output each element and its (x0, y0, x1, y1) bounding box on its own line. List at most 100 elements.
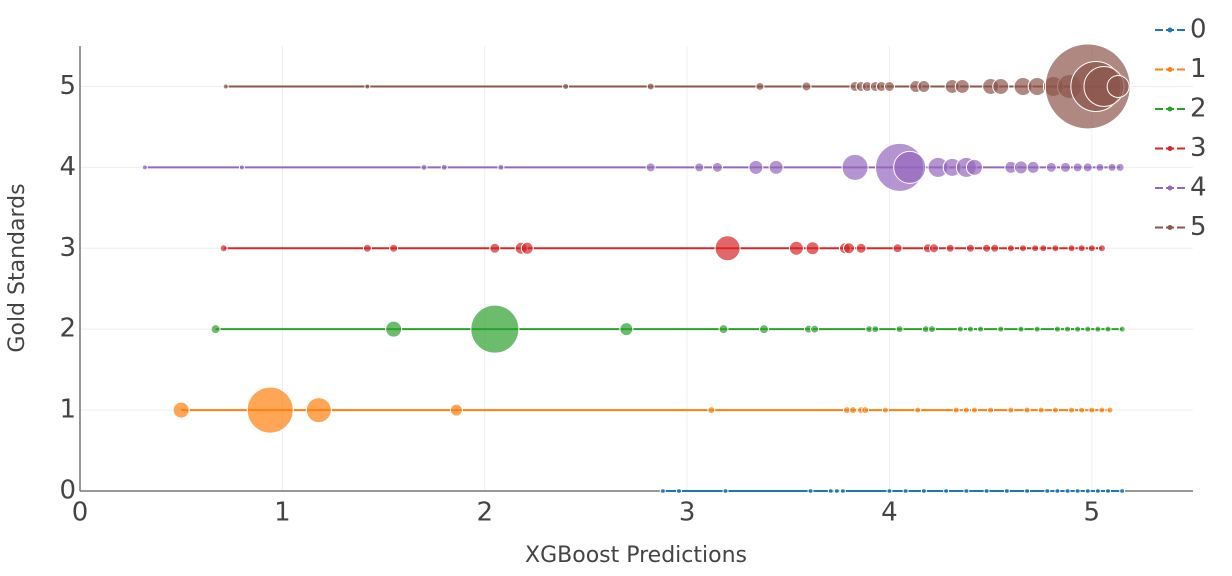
bubble (827, 488, 834, 494)
bubble (1039, 244, 1048, 253)
bubble (1051, 244, 1060, 253)
bubble (990, 243, 1000, 253)
bubble (489, 242, 501, 254)
bubble (928, 243, 939, 254)
bubble (1037, 406, 1045, 414)
bubble (963, 488, 970, 494)
bubble (1118, 325, 1126, 333)
series (172, 386, 1114, 434)
bubble (833, 488, 840, 494)
bubble (861, 406, 870, 415)
bubble (1077, 244, 1086, 253)
bubble (1106, 406, 1114, 414)
bubble (920, 488, 927, 494)
bubble (810, 324, 820, 334)
legend-marker (1167, 146, 1173, 151)
bubble (917, 79, 931, 93)
legend-label: 3 (1190, 133, 1207, 163)
bubble (755, 81, 765, 91)
bubble (1054, 488, 1061, 494)
bubble (1067, 244, 1076, 253)
bubble (807, 488, 814, 494)
legend-marker (1167, 106, 1173, 112)
bubble (141, 164, 148, 171)
bubble (210, 324, 221, 335)
bubble (1078, 406, 1086, 414)
x-tick-label: 2 (476, 498, 493, 528)
legend-marker (1167, 185, 1173, 191)
bubble (389, 243, 399, 253)
bubble (997, 325, 1005, 333)
bubble (1119, 488, 1126, 494)
bubble (883, 80, 895, 92)
bubble (893, 150, 927, 184)
bubble (992, 77, 1010, 95)
bubble (748, 159, 764, 175)
bubble (246, 386, 294, 434)
bubble (449, 403, 463, 417)
bubble (881, 406, 889, 414)
y-tick-label: 0 (59, 476, 76, 506)
bubble (1024, 488, 1031, 494)
bubble (219, 244, 228, 253)
bubble (1084, 488, 1091, 494)
bubble (1053, 325, 1061, 333)
series (659, 488, 1126, 494)
bubble (675, 488, 682, 494)
bubble (694, 162, 705, 173)
bubble (1006, 244, 1015, 253)
bubble (902, 488, 909, 494)
bubble (962, 406, 970, 414)
bubble (841, 153, 869, 181)
bubble (362, 243, 372, 253)
bubble (1045, 161, 1057, 173)
bubble (1031, 244, 1040, 253)
x-tick-label: 1 (274, 498, 291, 528)
bubble (895, 325, 904, 334)
bubble (1019, 244, 1028, 253)
bubble (801, 81, 812, 92)
bubble (1094, 325, 1102, 333)
y-tick-label: 2 (59, 314, 76, 344)
bubble (1082, 162, 1093, 173)
bubble (965, 243, 975, 253)
bubble (1072, 162, 1083, 173)
bubble (1023, 406, 1031, 414)
bubble (470, 304, 520, 354)
bubble (1106, 74, 1130, 98)
bubble (1003, 488, 1010, 494)
bubble (1026, 160, 1040, 174)
bubble (977, 325, 985, 333)
bubble (722, 488, 729, 494)
bubble (1104, 325, 1112, 333)
bubble (954, 78, 970, 94)
bubble (1044, 488, 1051, 494)
bubble (440, 163, 448, 171)
x-tick-label: 5 (1084, 498, 1101, 528)
bubble (1105, 488, 1112, 494)
bubble (927, 325, 936, 334)
bubble (805, 241, 820, 256)
bubble (646, 82, 655, 91)
bubble (714, 235, 741, 262)
bubble (982, 243, 992, 253)
bubble (1064, 488, 1071, 494)
bubble (711, 161, 723, 173)
bubble (1107, 162, 1117, 172)
x-axis-title: XGBoost Predictions (525, 543, 747, 568)
bubble (983, 488, 990, 494)
series (219, 235, 1106, 262)
bubble (1068, 406, 1076, 414)
bubble (619, 322, 634, 337)
bubble (1088, 406, 1096, 414)
y-tick-label: 4 (59, 152, 76, 182)
bubble (758, 324, 769, 335)
bubble (718, 324, 729, 335)
y-axis-title: Gold Standards (5, 183, 30, 352)
bubble (385, 320, 403, 338)
bubble (956, 325, 964, 333)
bubble (1097, 244, 1106, 253)
bubble (842, 242, 855, 255)
bubble (497, 163, 505, 171)
